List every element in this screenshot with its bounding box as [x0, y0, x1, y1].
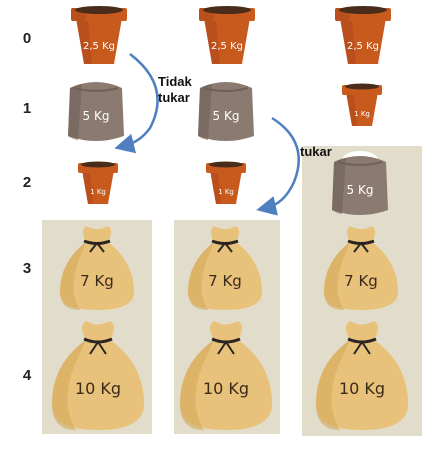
pot-label: 1 Kg [90, 188, 106, 196]
sack-label: 10 Kg [339, 379, 385, 398]
sack-label: 7 Kg [80, 272, 114, 290]
sack-10kg-col2-row4: 10 Kg [176, 318, 276, 434]
bag-grey-col2-row1: 5 Kg [194, 72, 258, 144]
flower-pot-icon: 2,5 Kg [199, 6, 255, 64]
bag-label: 5 Kg [83, 109, 110, 123]
pot-label: 2,5 Kg [347, 41, 379, 52]
pot-label: 1 Kg [218, 188, 234, 196]
pot-large-col2-row0: 2,5 Kg [196, 4, 258, 66]
sack-label: 10 Kg [75, 379, 121, 398]
pot-label: 1 Kg [354, 110, 370, 118]
pot-small-col3-row1: 1 Kg [340, 82, 384, 128]
bag-grey-col3-row2: 5 Kg [328, 146, 392, 218]
bag-label: 5 Kg [347, 183, 374, 197]
sack-label: 10 Kg [203, 379, 249, 398]
flour-bag-icon: 5 Kg [68, 77, 124, 141]
arrow-no-swap [114, 53, 159, 154]
flower-pot-icon: 2,5 Kg [71, 6, 127, 64]
pot-large-col1-row0: 2,5 Kg [68, 4, 130, 66]
sack-icon: 7 Kg [188, 226, 262, 310]
annotation-no-swap-line2: tukar [158, 90, 190, 105]
bag-label: 5 Kg [213, 109, 240, 123]
small-flower-pot-icon: 1 Kg [78, 161, 118, 204]
arrow-swap [256, 116, 300, 216]
sack-7kg-col3-row3: 7 Kg [320, 222, 402, 314]
sack-10kg-col1-row4: 10 Kg [48, 318, 148, 434]
pot-label: 2,5 Kg [211, 41, 243, 52]
sack-icon: 7 Kg [60, 226, 134, 310]
flour-bag-icon: 5 Kg [198, 77, 254, 141]
row-label-0: 0 [22, 30, 32, 47]
bag-grey-col1-row1: 5 Kg [64, 72, 128, 144]
sack-icon: 7 Kg [324, 226, 398, 310]
row-label-2: 2 [22, 174, 32, 191]
annotation-no-swap-line1: Tidak [158, 74, 192, 89]
sack-icon: 10 Kg [180, 321, 272, 430]
row-label-1: 1 [22, 100, 32, 117]
sack-label: 7 Kg [344, 272, 378, 290]
pot-small-col2-row2: 1 Kg [204, 160, 248, 206]
flower-pot-icon: 2,5 Kg [335, 6, 391, 64]
pot-small-col1-row2: 1 Kg [76, 160, 120, 206]
small-flower-pot-icon: 1 Kg [342, 83, 382, 126]
row-label-3: 3 [22, 260, 32, 277]
sack-7kg-col2-row3: 7 Kg [184, 222, 266, 314]
annotation-swap: tukar [300, 144, 332, 159]
sack-10kg-col3-row4: 10 Kg [312, 318, 412, 434]
flour-bag-icon: 5 Kg [332, 151, 388, 215]
sack-7kg-col1-row3: 7 Kg [56, 222, 138, 314]
annotation-no-swap: Tidak tukar [158, 74, 192, 106]
sack-icon: 10 Kg [52, 321, 144, 430]
row-label-4: 4 [22, 367, 32, 384]
pot-label: 2,5 Kg [83, 41, 115, 52]
sack-icon: 10 Kg [316, 321, 408, 430]
pot-large-col3-row0: 2,5 Kg [332, 4, 394, 66]
sack-label: 7 Kg [208, 272, 242, 290]
small-flower-pot-icon: 1 Kg [206, 161, 246, 204]
